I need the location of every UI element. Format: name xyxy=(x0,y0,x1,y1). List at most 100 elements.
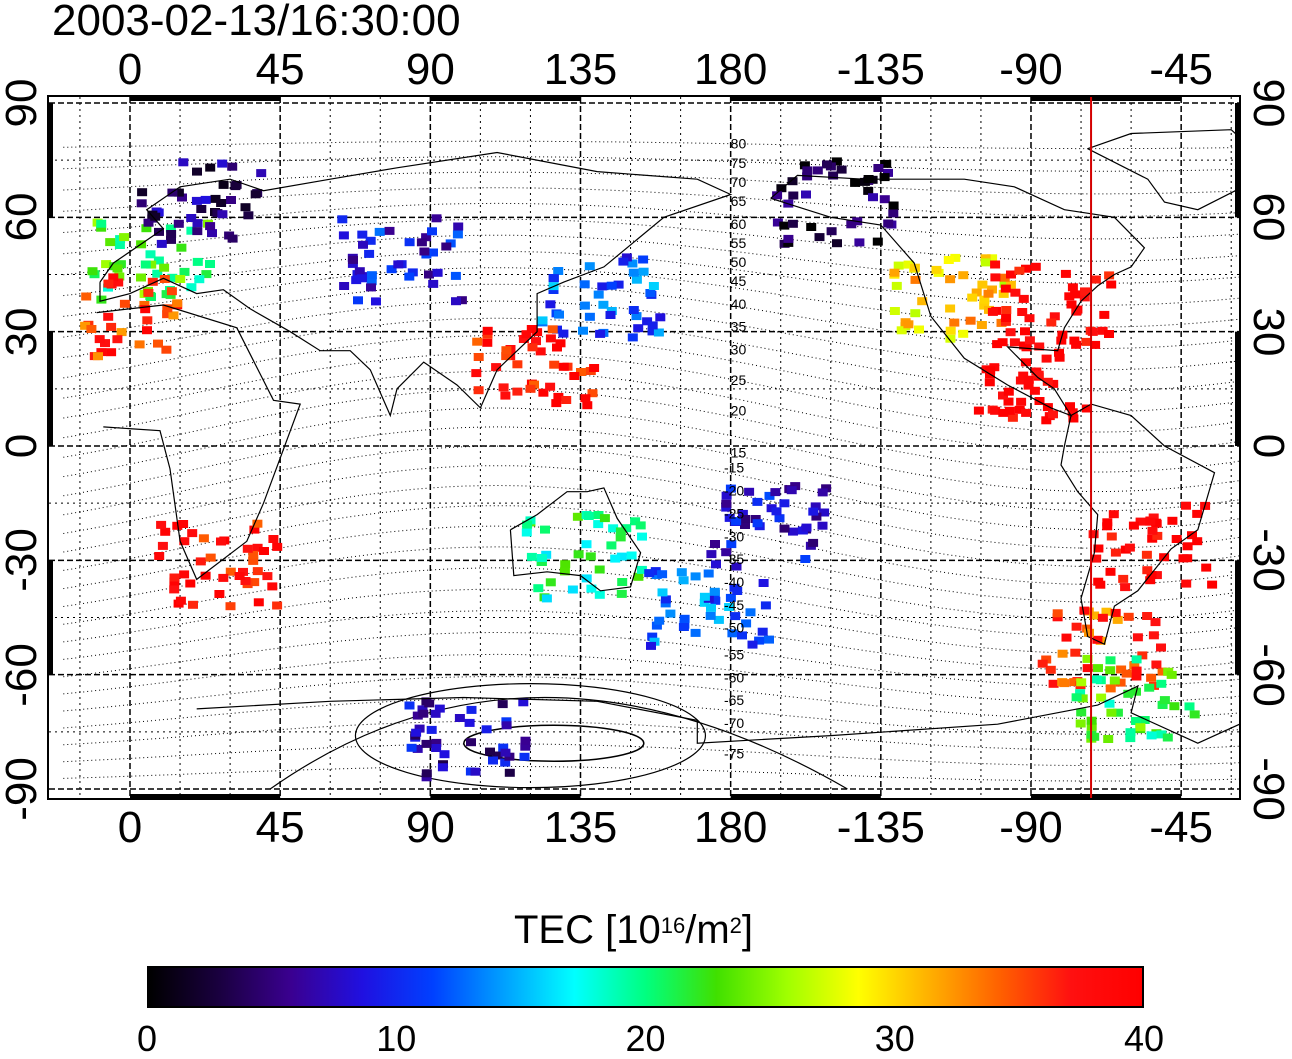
tec-cell xyxy=(248,556,259,565)
tec-cell xyxy=(1110,608,1121,617)
tec-cell xyxy=(152,269,163,278)
tec-cell xyxy=(119,299,130,308)
tec-cell xyxy=(1005,328,1016,337)
tec-cell xyxy=(779,499,790,508)
tec-cell xyxy=(1150,618,1161,627)
tec-cell xyxy=(518,698,529,707)
tec-cell xyxy=(537,554,547,562)
tec-cell xyxy=(585,552,596,561)
tec-cell xyxy=(554,310,564,319)
tec-cell xyxy=(615,527,626,536)
tec-cell xyxy=(101,260,112,269)
tec-cell xyxy=(421,769,432,778)
tec-cell xyxy=(788,527,798,536)
tec-cell xyxy=(421,739,432,748)
tec-cell xyxy=(998,391,1008,400)
tec-cell xyxy=(580,394,591,403)
lon-tick-bottom: 0 xyxy=(117,803,143,852)
tec-cell xyxy=(1171,535,1182,543)
tec-cell xyxy=(473,353,484,361)
tec-cell xyxy=(879,195,890,204)
lat-tick-left: -30 xyxy=(0,528,46,593)
tec-cell xyxy=(1106,280,1117,289)
tec-cell xyxy=(608,524,619,533)
tec-cell xyxy=(814,233,825,242)
tec-cell xyxy=(731,562,742,571)
axis-bar xyxy=(130,95,281,101)
tec-cell xyxy=(545,300,556,309)
contour-line xyxy=(63,407,1292,493)
tec-cell xyxy=(338,231,349,240)
tec-cell xyxy=(384,226,395,235)
tec-cell xyxy=(1003,397,1014,406)
tec-cell xyxy=(627,333,638,342)
tec-cell xyxy=(242,544,253,553)
tec-cell xyxy=(903,260,914,269)
tec-cell xyxy=(1029,386,1040,395)
tec-cell xyxy=(606,281,617,290)
tec-cell xyxy=(1092,635,1103,644)
tec-cell xyxy=(1018,294,1029,303)
tec-cell xyxy=(593,290,604,299)
tec-cell xyxy=(678,623,689,631)
tec-cell xyxy=(579,280,590,289)
tec-cell xyxy=(1054,348,1064,357)
lat-tick-right: -90 xyxy=(1244,757,1292,821)
tec-cell xyxy=(365,236,376,245)
tec-cell xyxy=(699,592,710,601)
tec-cell xyxy=(210,194,221,203)
tec-cell xyxy=(800,555,811,563)
tec-cell xyxy=(617,578,628,586)
tec-cell xyxy=(272,601,283,610)
contour-label: -50 xyxy=(724,620,744,636)
tec-cell xyxy=(1131,655,1142,664)
tec-cell xyxy=(889,268,900,277)
contour-label: 50 xyxy=(731,254,747,270)
tec-cell xyxy=(1192,537,1203,546)
tec-cell xyxy=(414,724,425,733)
tec-cell xyxy=(771,507,782,516)
tec-cell xyxy=(1125,728,1136,737)
tec-cell xyxy=(1009,338,1020,347)
tec-cell xyxy=(526,552,537,561)
tec-cell xyxy=(267,582,278,591)
tec-cell xyxy=(1067,408,1078,417)
tec-cell xyxy=(802,166,813,175)
tec-cell xyxy=(521,330,532,339)
tec-cell xyxy=(1181,579,1192,588)
tec-cell xyxy=(567,585,578,594)
tec-cell xyxy=(411,728,422,737)
tec-cell xyxy=(1015,376,1026,385)
tec-cell xyxy=(578,326,588,335)
tec-cell xyxy=(1091,554,1102,563)
tec-cell xyxy=(192,219,203,228)
tec-cell xyxy=(142,316,153,325)
tec-cell xyxy=(1021,264,1031,273)
tec-cell xyxy=(576,368,586,376)
tec-cell xyxy=(1093,577,1104,586)
axis-bar xyxy=(1030,794,1182,800)
contour-label: 25 xyxy=(731,372,747,388)
tec-cell xyxy=(492,751,503,760)
tec-cell xyxy=(192,167,202,176)
tec-cell xyxy=(1151,518,1162,527)
contour-line xyxy=(63,300,1292,371)
tec-cell xyxy=(481,725,492,734)
contour-label: -60 xyxy=(724,669,744,685)
tec-cell xyxy=(1132,633,1143,642)
tec-cell xyxy=(500,758,511,767)
tec-cell xyxy=(1080,287,1090,296)
coastline-eurasia xyxy=(99,151,733,418)
tec-cell xyxy=(1069,678,1080,687)
tec-cell xyxy=(881,159,892,168)
tec-cell xyxy=(1071,693,1082,702)
tec-cell xyxy=(240,577,251,585)
contour-label: -15 xyxy=(724,460,744,476)
tec-cell xyxy=(500,391,511,400)
tec-cell xyxy=(428,248,438,257)
contour-line xyxy=(63,388,1292,473)
tec-cell xyxy=(406,743,417,752)
tec-cell xyxy=(725,593,736,602)
tec-cell xyxy=(1112,615,1123,624)
tec-cell xyxy=(711,560,721,569)
